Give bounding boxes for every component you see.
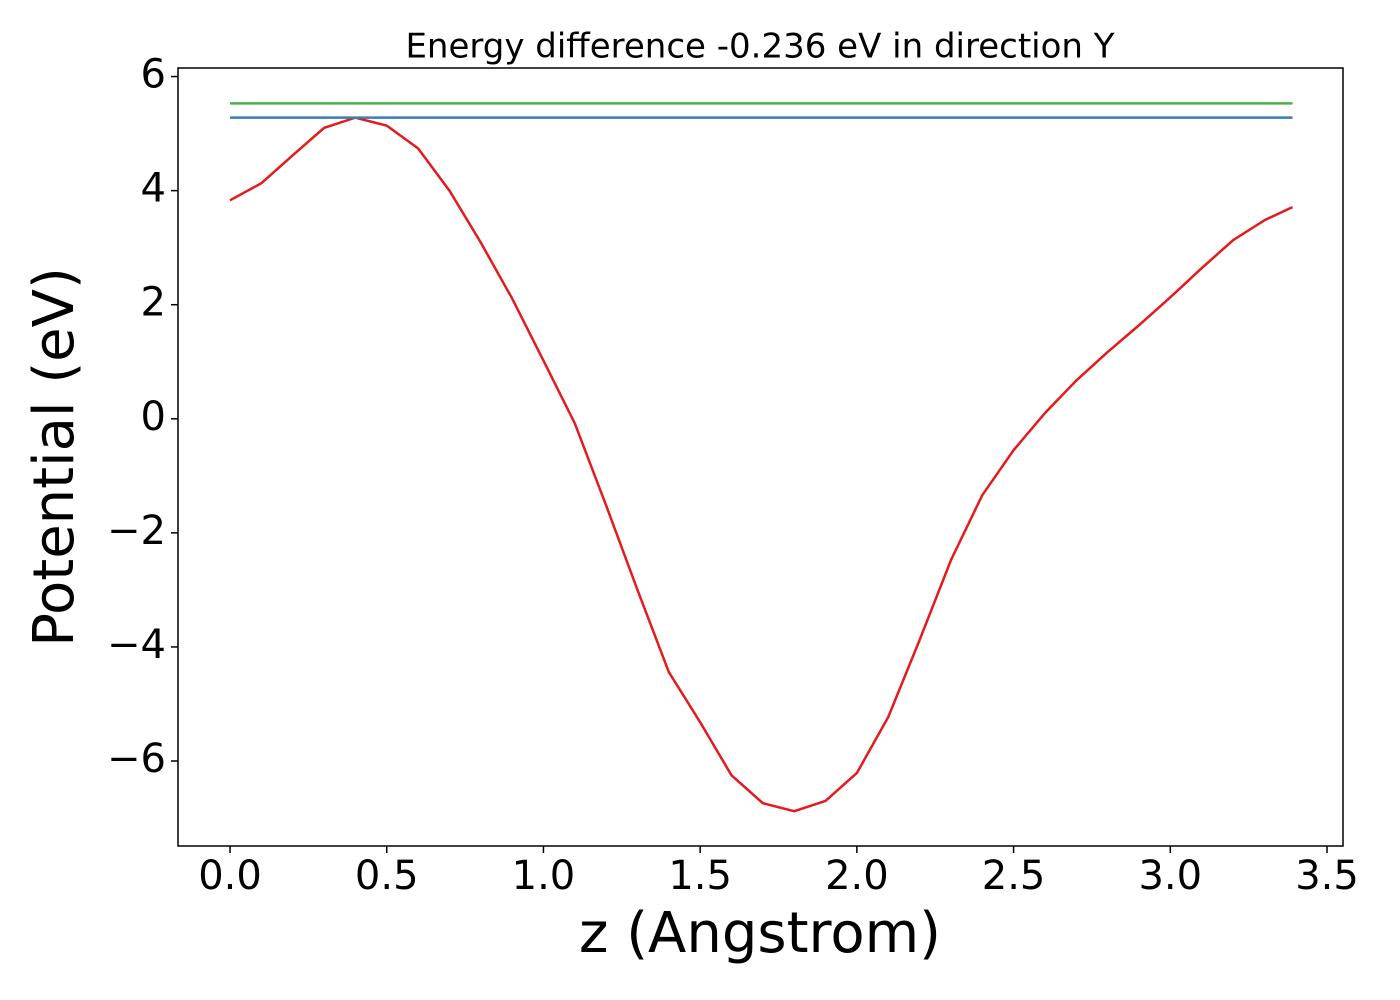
y-tick-label: −4	[107, 622, 166, 668]
y-tick-label: −2	[107, 508, 166, 554]
y-axis-label: Potential (eV)	[22, 267, 87, 647]
x-tick-label: 0.5	[355, 853, 419, 899]
x-tick-label: 3.5	[1295, 853, 1359, 899]
y-tick-label: 6	[141, 52, 166, 98]
y-tick-label: 4	[141, 166, 166, 212]
data-line	[229, 116, 1294, 813]
y-tick-label: 2	[141, 280, 166, 326]
chart-title: Energy difference -0.236 eV in direction…	[405, 27, 1114, 67]
y-tick-label: 0	[141, 394, 166, 440]
x-tick-label: 1.0	[512, 853, 576, 899]
x-tick-label: 0.0	[198, 853, 262, 899]
x-tick-label: 2.5	[982, 853, 1046, 899]
x-tick-label: 2.0	[825, 853, 889, 899]
x-axis-label: z (Angstrom)	[579, 901, 941, 966]
x-tick-label: 3.0	[1138, 853, 1202, 899]
y-tick-label: −6	[107, 736, 166, 782]
x-tick-label: 1.5	[668, 853, 732, 899]
plot-frame	[177, 67, 1344, 847]
